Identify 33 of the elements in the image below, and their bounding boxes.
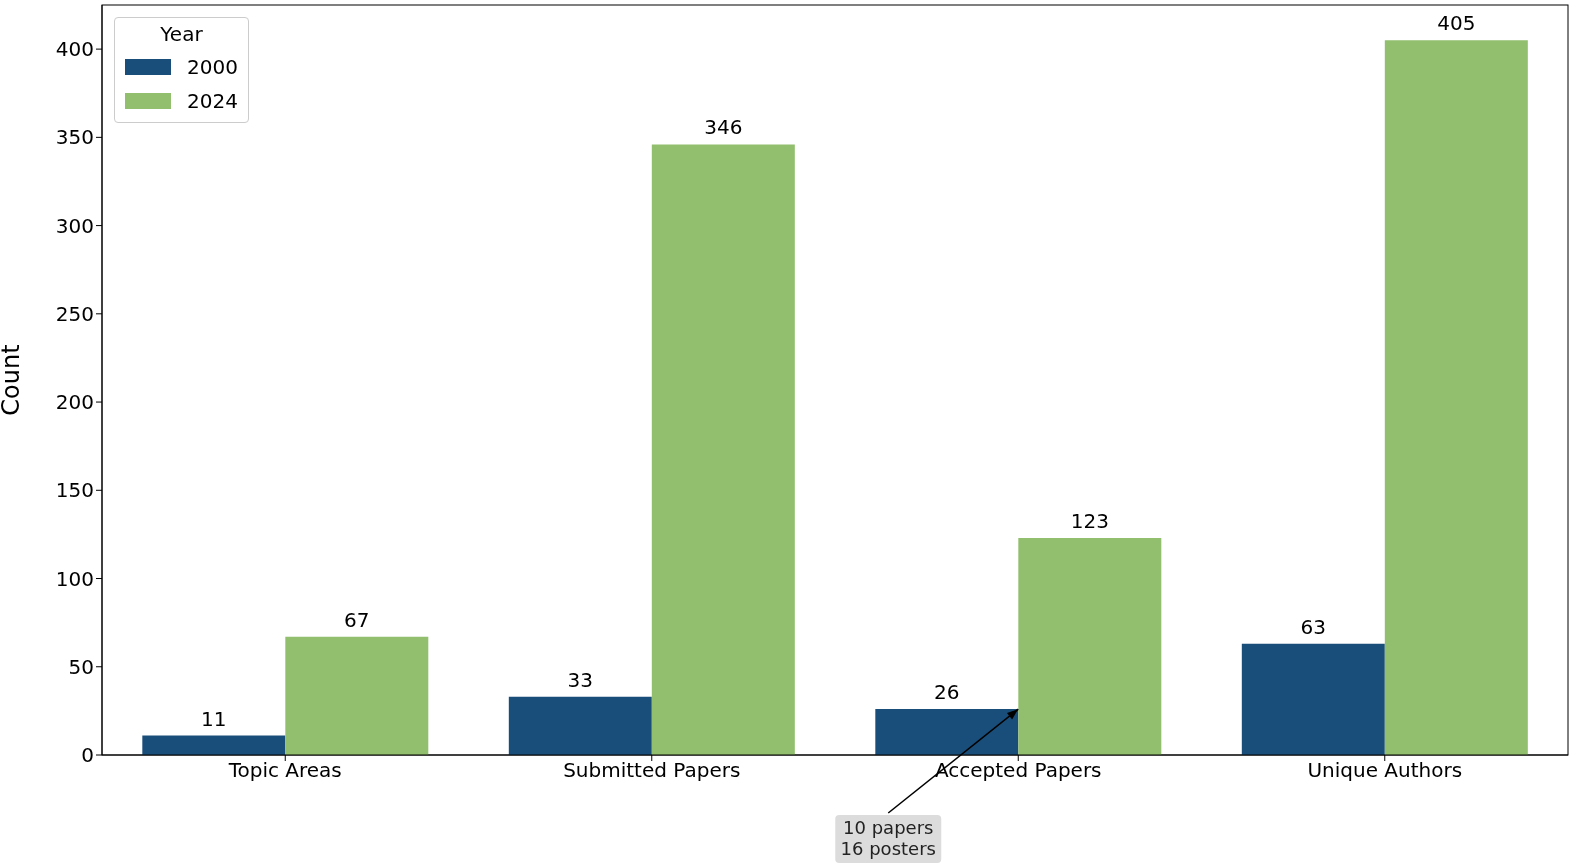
y-tick-label: 50	[68, 654, 94, 679]
bar	[1018, 537, 1162, 755]
legend-label: 2024	[187, 89, 238, 113]
y-tick-label: 100	[55, 566, 94, 591]
data-label: 33	[567, 667, 594, 692]
annotation: 10 papers 16 posters	[840, 817, 936, 859]
y-tick-label: 400	[55, 37, 94, 62]
bar	[285, 636, 429, 755]
bar	[142, 735, 286, 755]
x-tick-label: Submitted Papers	[563, 758, 741, 783]
x-tick-label: Topic Areas	[227, 758, 342, 783]
y-tick-label: 150	[55, 478, 94, 503]
data-label: 405	[1437, 11, 1476, 36]
x-tick-label: Unique Authors	[1307, 758, 1463, 783]
data-label: 26	[934, 680, 960, 705]
bar	[508, 696, 652, 755]
data-label: 67	[344, 607, 370, 632]
legend-title: Year	[159, 22, 204, 46]
y-tick-label: 350	[55, 125, 94, 150]
data-label: 123	[1070, 508, 1109, 533]
bar	[1384, 40, 1528, 755]
y-tick-label: 300	[55, 213, 94, 238]
y-tick-label: 250	[55, 301, 94, 326]
data-label: 11	[201, 706, 227, 731]
data-label: 346	[704, 115, 743, 140]
data-label: 63	[1300, 614, 1327, 639]
y-tick-label: 0	[81, 743, 94, 768]
bar	[875, 709, 1019, 755]
legend-label: 2000	[187, 55, 238, 79]
bar	[651, 144, 795, 755]
y-tick-label: 200	[55, 390, 94, 415]
y-axis-title: Count	[0, 344, 25, 416]
bar	[1241, 643, 1385, 755]
